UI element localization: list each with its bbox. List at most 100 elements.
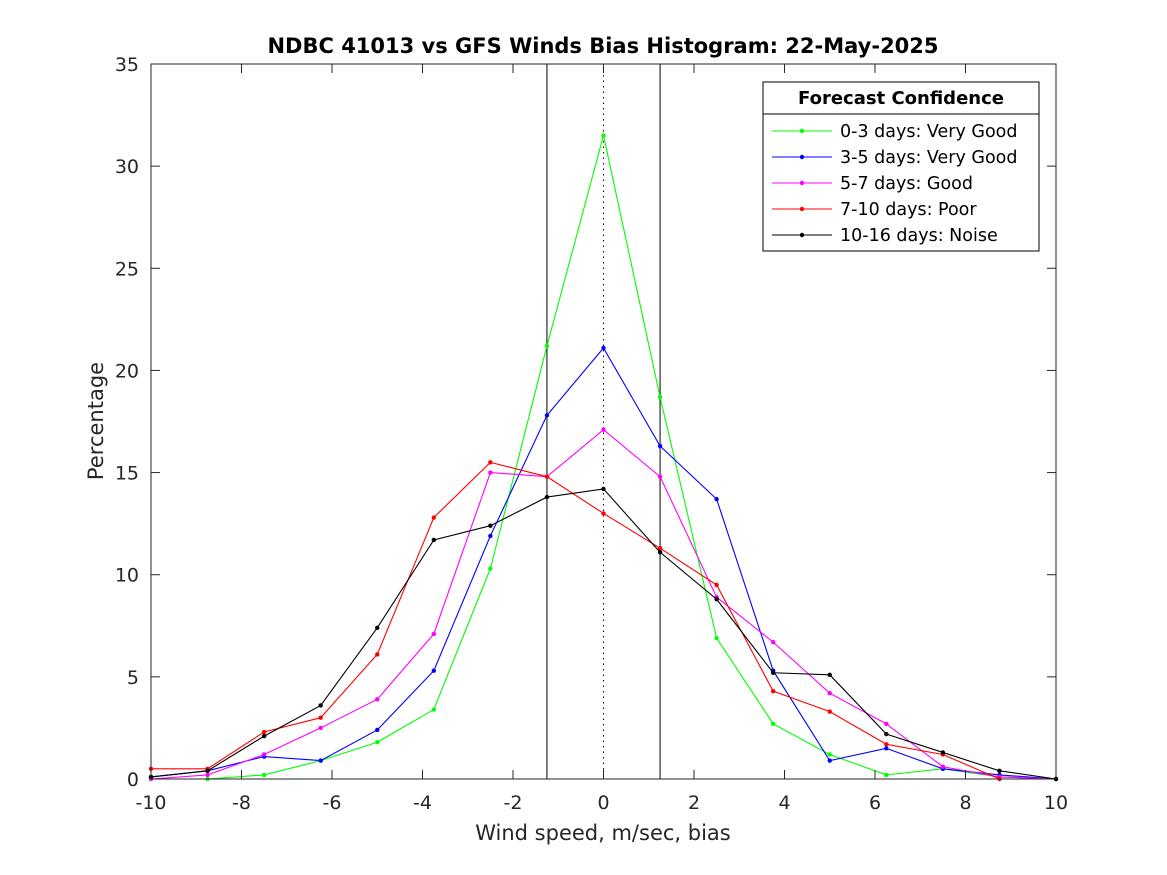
data-point bbox=[657, 550, 663, 555]
data-point bbox=[827, 691, 832, 696]
data-point bbox=[601, 427, 606, 432]
data-point bbox=[827, 709, 832, 714]
data-point bbox=[431, 515, 437, 520]
data-point bbox=[940, 764, 946, 769]
data-point bbox=[770, 688, 776, 694]
y-tick-label: 30 bbox=[115, 156, 139, 178]
data-point bbox=[884, 731, 889, 737]
data-point bbox=[827, 758, 832, 763]
data-point bbox=[488, 523, 493, 528]
data-point bbox=[601, 486, 606, 492]
data-point bbox=[770, 721, 776, 727]
data-point bbox=[601, 133, 606, 138]
x-tick-label: -8 bbox=[232, 792, 251, 814]
data-point bbox=[657, 443, 663, 449]
data-point bbox=[884, 721, 889, 727]
data-point bbox=[884, 746, 889, 751]
x-tick-label: 10 bbox=[1044, 792, 1068, 814]
data-point bbox=[884, 742, 889, 747]
data-point bbox=[657, 474, 663, 479]
legend: Forecast Confidence 0-3 days: Very Good 3… bbox=[762, 81, 1040, 252]
data-point bbox=[997, 768, 1002, 774]
x-tick-label: 2 bbox=[688, 792, 700, 814]
y-tick-label: 5 bbox=[127, 667, 139, 689]
data-point bbox=[431, 537, 437, 543]
data-point bbox=[544, 474, 550, 479]
data-point bbox=[544, 343, 550, 349]
legend-marker bbox=[799, 180, 805, 186]
data-point bbox=[827, 672, 832, 678]
data-point bbox=[714, 635, 719, 641]
legend-marker bbox=[799, 206, 805, 212]
y-tick-label: 20 bbox=[115, 360, 139, 382]
legend-label: 0-3 days: Very Good bbox=[840, 122, 1018, 142]
data-point bbox=[318, 725, 323, 731]
data-point bbox=[375, 652, 380, 657]
y-tick-label: 0 bbox=[127, 769, 139, 791]
y-axis-label: Percentage bbox=[84, 362, 108, 480]
legend-entries: 0-3 days: Very Good 3-5 days: Very Good 5-… bbox=[772, 122, 1018, 246]
series-layer bbox=[148, 133, 1059, 782]
data-point bbox=[431, 707, 437, 712]
axes bbox=[150, 63, 1057, 780]
legend-label: 10-16 days: Noise bbox=[840, 226, 998, 246]
legend-label: 7-10 days: Poor bbox=[840, 200, 977, 220]
data-point bbox=[884, 772, 889, 778]
data-point bbox=[205, 768, 210, 774]
y-tick-label: 10 bbox=[115, 565, 139, 587]
legend-marker bbox=[799, 128, 805, 134]
data-point bbox=[488, 533, 493, 539]
x-tick-label: -10 bbox=[135, 792, 166, 814]
data-point bbox=[205, 772, 210, 778]
data-point bbox=[261, 729, 267, 735]
data-point bbox=[657, 394, 663, 400]
data-point bbox=[714, 582, 719, 588]
data-point bbox=[318, 758, 323, 763]
y-tick-label: 35 bbox=[115, 54, 139, 76]
data-point bbox=[827, 752, 832, 757]
data-point bbox=[318, 715, 323, 720]
data-point bbox=[261, 733, 267, 739]
data-point bbox=[261, 752, 267, 757]
data-point bbox=[601, 511, 606, 516]
y-tick-label: 15 bbox=[115, 463, 139, 485]
data-point bbox=[657, 545, 663, 551]
data-point bbox=[601, 345, 606, 351]
x-tick-label: -4 bbox=[413, 792, 432, 814]
data-point bbox=[375, 740, 380, 745]
data-point bbox=[714, 597, 719, 602]
data-point bbox=[544, 494, 550, 500]
data-point bbox=[544, 413, 550, 418]
legend-marker bbox=[799, 154, 805, 160]
legend-marker bbox=[799, 232, 805, 238]
data-point bbox=[375, 625, 380, 631]
data-point bbox=[488, 470, 493, 475]
x-tick-label: 4 bbox=[778, 792, 790, 814]
x-tick-label: 6 bbox=[869, 792, 881, 814]
legend-label: 3-5 days: Very Good bbox=[840, 148, 1018, 168]
reference-lines bbox=[546, 64, 661, 779]
legend-box bbox=[762, 81, 1040, 252]
data-point bbox=[488, 566, 493, 571]
data-point bbox=[375, 727, 380, 733]
legend-label: 5-7 days: Good bbox=[840, 174, 973, 194]
x-tick-label: 0 bbox=[597, 792, 609, 814]
chart-title: NDBC 41013 vs GFS Winds Bias Histogram: … bbox=[267, 34, 938, 58]
data-point bbox=[488, 460, 493, 465]
x-tick-label: -6 bbox=[323, 792, 342, 814]
x-tick-label: -2 bbox=[504, 792, 523, 814]
tick-labels: -10 -8 -6 -4 -2 0 2 4 6 8 10 0 5 10 15 20 25 30 35 bbox=[115, 54, 1068, 814]
data-point bbox=[318, 703, 323, 708]
x-tick-label: 8 bbox=[959, 792, 971, 814]
data-point bbox=[375, 697, 380, 702]
data-point bbox=[431, 668, 437, 673]
data-point bbox=[261, 772, 267, 778]
data-point bbox=[431, 631, 437, 637]
data-point bbox=[770, 670, 776, 675]
y-tick-label: 25 bbox=[115, 258, 139, 280]
data-point bbox=[940, 750, 946, 755]
x-axis-label: Wind speed, m/sec, bias bbox=[475, 821, 731, 845]
data-point bbox=[770, 639, 776, 645]
data-point bbox=[714, 496, 719, 502]
